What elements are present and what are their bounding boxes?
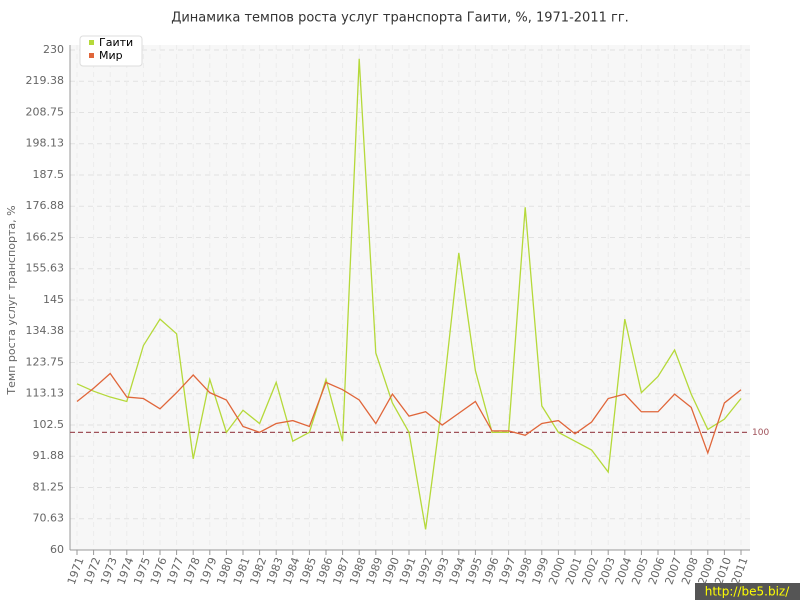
y-tick-label: 187.5	[33, 168, 65, 181]
y-tick-label: 176.88	[26, 199, 65, 212]
series-line	[76, 58, 742, 530]
y-tick-label: 198.13	[26, 137, 65, 150]
y-tick-label: 91.88	[33, 449, 65, 462]
y-tick-label: 113.13	[26, 387, 65, 400]
y-tick-label: 134.38	[26, 324, 65, 337]
chart-title: Динамика темпов роста услуг транспорта Г…	[171, 11, 629, 26]
y-tick-label: 230	[43, 43, 64, 56]
y-tick-label: 70.63	[33, 512, 65, 525]
legend-box	[79, 35, 143, 67]
y-tick-label: 102.5	[33, 418, 65, 431]
plot-area	[70, 45, 750, 550]
legend-label[interactable]: Мир	[99, 49, 123, 62]
y-axis-label: Темп роста услуг транспорта, %	[5, 205, 18, 395]
legend-swatch	[89, 53, 94, 58]
y-tick-label: 219.38	[26, 74, 65, 87]
y-tick-label: 60	[50, 543, 64, 556]
y-tick-label: 208.75	[26, 106, 65, 119]
legend-swatch	[89, 40, 94, 45]
reference-label: 100	[752, 428, 769, 438]
y-tick-label: 123.75	[26, 356, 65, 369]
legend-label[interactable]: Гаити	[99, 36, 133, 49]
y-tick-label: 145	[43, 293, 64, 306]
legend: Гаити Мир	[79, 35, 143, 67]
y-tick-label: 166.25	[26, 231, 65, 244]
y-tick-label: 155.63	[26, 262, 65, 275]
y-tick-label: 81.25	[33, 481, 65, 494]
watermark: http://be5.biz/	[705, 585, 790, 599]
watermark-box	[695, 583, 800, 600]
series-line	[76, 372, 742, 455]
